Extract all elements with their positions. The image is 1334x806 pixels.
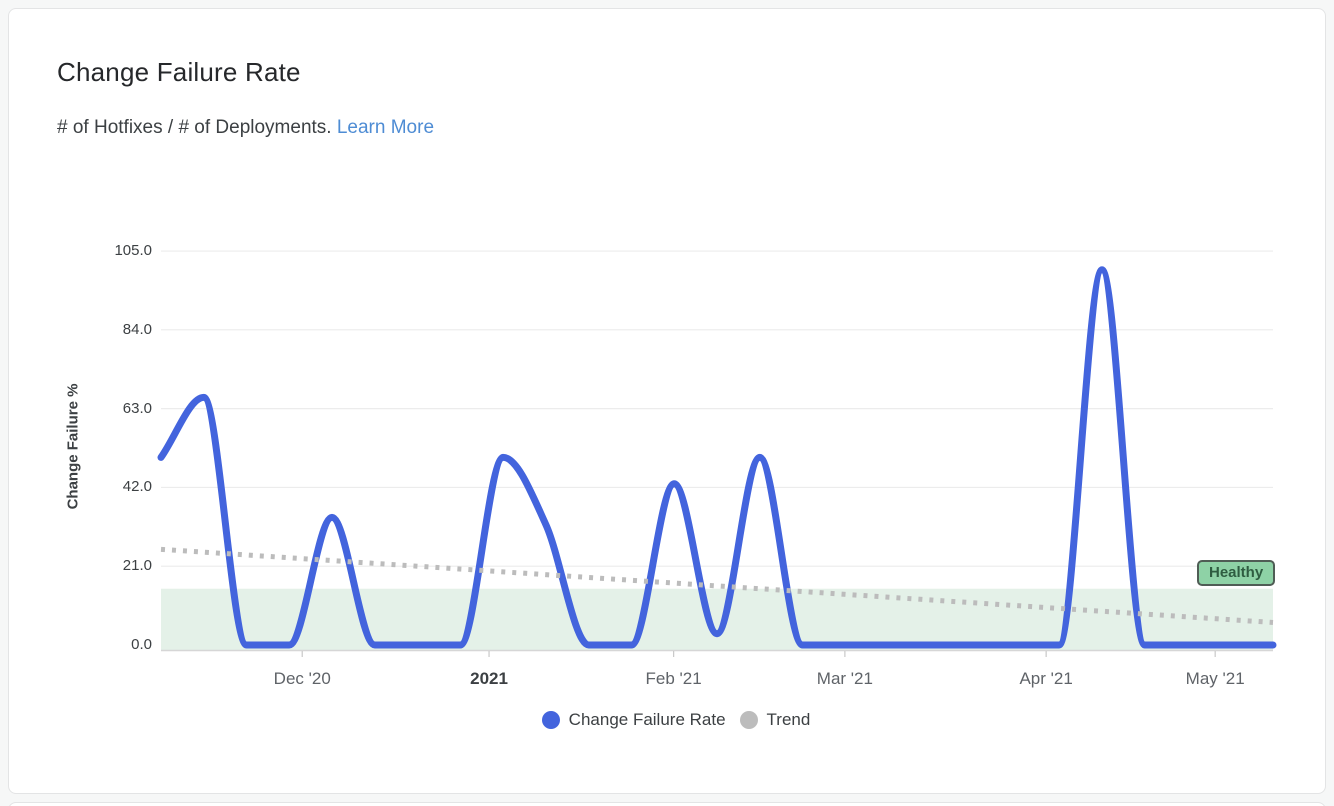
healthy-badge: Healthy [1197,560,1276,586]
x-tick-label: Feb '21 [645,669,702,688]
y-tick-label: 84.0 [122,320,152,338]
series-line-change-failure-rate[interactable] [157,266,1277,649]
legend-item-trend[interactable]: Trend [739,710,811,730]
y-tick-label: 0.0 [131,636,152,653]
chart-legend: Change Failure Rate Trend [161,706,1191,734]
y-tick-label: 21.0 [122,557,152,575]
healthy-band [161,588,1273,651]
legend-dot-icon [541,711,560,729]
x-tick-label: May '21 [1185,669,1245,688]
legend-label: Trend [766,710,811,729]
x-tick-label: Dec '20 [273,669,331,688]
legend-dot-icon [739,711,758,729]
x-tick-label: Mar '21 [816,669,873,688]
learn-more-link[interactable]: Learn More [336,117,435,138]
next-card-edge [8,802,1326,806]
line-chart-plot-area[interactable] [157,237,1279,663]
y-tick-label: 63.0 [122,399,152,417]
change-failure-rate-card: Change Failure Rate # of Hotfixes / # of… [8,8,1326,794]
chart-subtitle: # of Hotfixes / # of Deployments. Learn … [57,117,434,139]
legend-item-change-failure-rate[interactable]: Change Failure Rate [541,710,726,730]
x-tick-label: Apr '21 [1019,669,1073,688]
legend-label: Change Failure Rate [568,710,726,729]
y-tick-label: 42.0 [122,478,152,496]
x-tick-label: 2021 [470,669,508,688]
subtitle-text: # of Hotfixes / # of Deployments. [57,117,332,138]
page-title: Change Failure Rate [57,57,301,87]
y-tick-label: 105.0 [114,242,152,260]
